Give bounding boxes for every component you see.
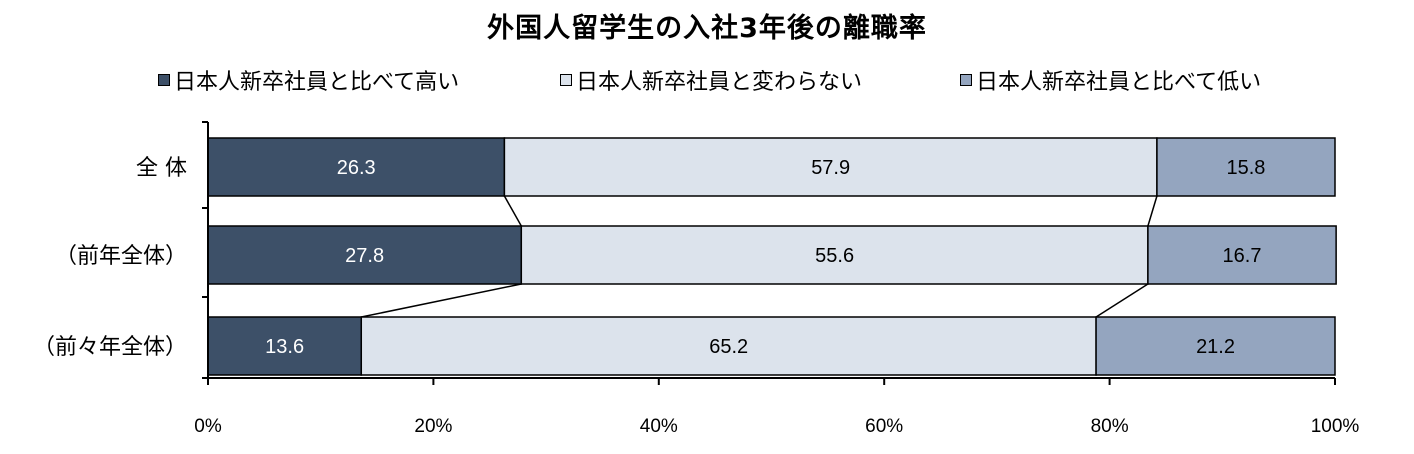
data-label: 65.2 bbox=[709, 336, 748, 358]
legend-item-same: 日本人新卒社員と変わらない bbox=[560, 64, 862, 96]
data-label: 57.9 bbox=[811, 157, 850, 179]
connector-line bbox=[1147, 195, 1158, 227]
data-label: 13.6 bbox=[265, 336, 304, 358]
data-label: 15.8 bbox=[1226, 157, 1265, 179]
x-tick-label: 100% bbox=[1311, 416, 1360, 437]
legend: 日本人新卒社員と比べて高い 日本人新卒社員と変わらない 日本人新卒社員と比べて低… bbox=[0, 64, 1414, 96]
data-label: 55.6 bbox=[815, 245, 854, 267]
connector-line bbox=[503, 195, 522, 227]
legend-item-higher: 日本人新卒社員と比べて高い bbox=[158, 64, 459, 96]
bar-segment bbox=[520, 225, 1149, 285]
bar-segment bbox=[1147, 225, 1337, 285]
category-label: （前年全体） bbox=[55, 244, 187, 269]
category-label: （前々年全体） bbox=[33, 335, 187, 360]
x-tick-label: 20% bbox=[414, 416, 452, 437]
bar-segment bbox=[1156, 137, 1336, 197]
connector-line bbox=[1095, 283, 1149, 318]
legend-label-lower: 日本人新卒社員と比べて低い bbox=[976, 70, 1262, 95]
x-tick-label: 60% bbox=[865, 416, 903, 437]
x-tick-label: 0% bbox=[194, 416, 222, 437]
x-tick-label: 40% bbox=[640, 416, 678, 437]
data-label: 21.2 bbox=[1196, 336, 1235, 358]
legend-swatch-higher bbox=[158, 74, 170, 86]
legend-item-lower: 日本人新卒社員と比べて低い bbox=[960, 64, 1261, 96]
legend-swatch-same bbox=[560, 74, 572, 86]
chart-title: 外国人留学生の入社3年後の離職率 bbox=[487, 13, 927, 44]
data-label: 26.3 bbox=[337, 157, 376, 179]
data-label: 16.7 bbox=[1223, 245, 1262, 267]
connector-line bbox=[361, 283, 522, 318]
bar-segment bbox=[360, 316, 1097, 376]
bar-segment bbox=[1095, 316, 1336, 376]
category-label: 全 体 bbox=[136, 156, 187, 181]
legend-label-same: 日本人新卒社員と変わらない bbox=[576, 70, 863, 95]
legend-swatch-lower bbox=[960, 74, 972, 86]
legend-label-higher: 日本人新卒社員と比べて高い bbox=[174, 70, 460, 95]
data-label: 27.8 bbox=[345, 245, 384, 267]
x-tick-label: 80% bbox=[1091, 416, 1129, 437]
bar-segment bbox=[207, 225, 523, 285]
